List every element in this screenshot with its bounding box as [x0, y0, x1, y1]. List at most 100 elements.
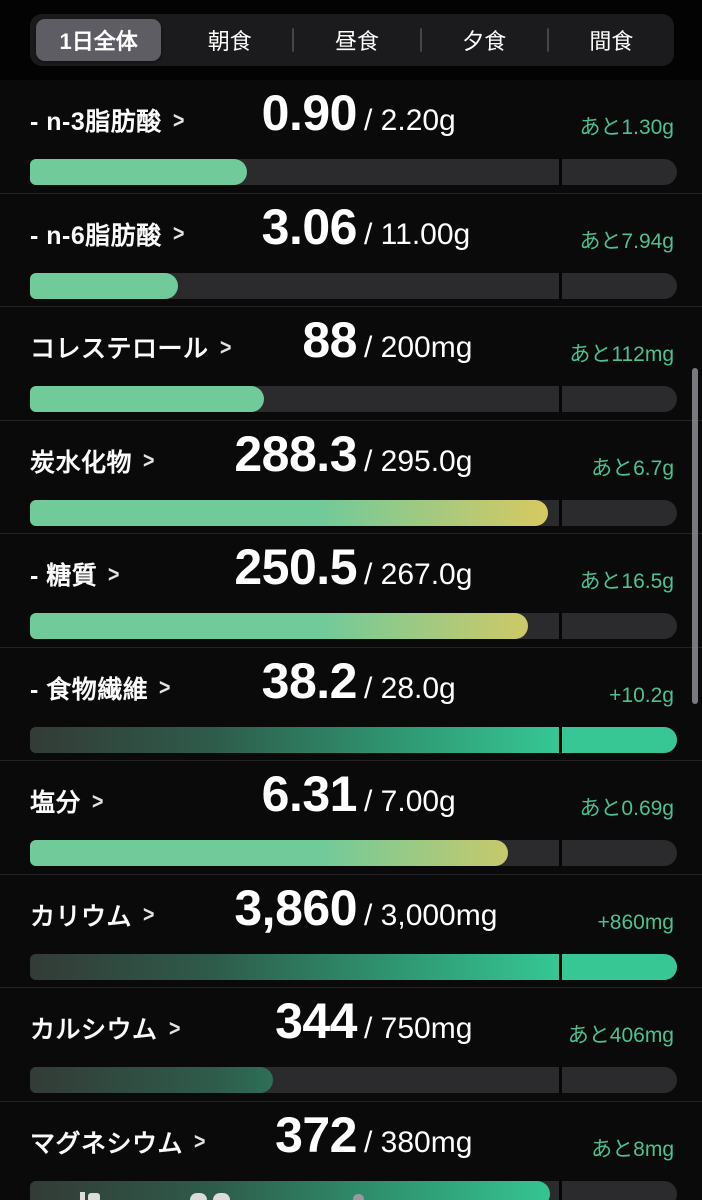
- nutrient-name: カルシウム: [30, 1016, 158, 1044]
- progress-bar: [30, 271, 677, 300]
- remaining-amount: あと7.94g: [579, 229, 674, 253]
- progress-fill: [30, 1180, 550, 1200]
- chevron-right-icon: >: [194, 1128, 206, 1154]
- nutrient-row[interactable]: コレステロール > 88 / 200mg あと112mg: [0, 307, 702, 421]
- goal-marker: [558, 498, 562, 527]
- clipped-text-fragment: [80, 1192, 85, 1200]
- chevron-right-icon: >: [143, 447, 155, 473]
- goal-marker: [558, 1179, 562, 1200]
- target-amount: / 2.20g: [364, 104, 456, 137]
- nutrient-label-button[interactable]: - n-6脂肪酸 >: [30, 216, 185, 252]
- goal-marker: [558, 271, 562, 300]
- target-amount: / 295.0g: [364, 444, 473, 478]
- nutrient-label-button[interactable]: 塩分 >: [30, 783, 104, 819]
- goal-marker: [558, 725, 562, 754]
- progress-bar: [30, 952, 677, 981]
- current-amount: 38.2: [261, 652, 358, 709]
- meal-tab-3[interactable]: 夕食: [462, 29, 507, 54]
- nutrient-row[interactable]: - n-6脂肪酸 > 3.06 / 11.00g あと7.94g: [0, 193, 702, 307]
- remaining-amount: あと0.69g: [579, 797, 674, 820]
- remaining-amount: +10.2g: [609, 683, 674, 707]
- chevron-right-icon: >: [143, 901, 155, 927]
- nutrient-label-button[interactable]: - n-3脂肪酸 >: [30, 102, 185, 138]
- progress-bar: [30, 725, 677, 754]
- progress-bar: [30, 498, 677, 527]
- current-amount: 288.3: [234, 425, 357, 482]
- nutrient-name: カリウム: [30, 902, 133, 931]
- meal-tab-0[interactable]: 1日全体: [36, 19, 162, 61]
- meal-tab-4[interactable]: 間食: [589, 29, 634, 54]
- chevron-right-icon: >: [92, 787, 104, 814]
- nutrient-row[interactable]: - n-3脂肪酸 > 0.90 / 2.20g あと1.30g: [0, 80, 702, 194]
- nutrient-row[interactable]: カルシウム > 344 / 750mg あと406mg: [0, 988, 702, 1102]
- progress-fill: [30, 499, 549, 526]
- current-amount: 372: [275, 1106, 357, 1163]
- nutrient-label-button[interactable]: カリウム >: [30, 897, 155, 933]
- chevron-right-icon: >: [159, 674, 171, 700]
- remaining-amount: あと16.5g: [579, 570, 674, 593]
- clipped-text-fragment: [213, 1193, 230, 1200]
- nutrient-label-button[interactable]: 炭水化物 >: [30, 443, 155, 479]
- remaining-amount: あと1.30g: [579, 116, 674, 139]
- remaining-amount: +860mg: [597, 910, 674, 934]
- nutrient-row[interactable]: 炭水化物 > 288.3 / 295.0g あと6.7g: [0, 420, 702, 534]
- nutrient-label-button[interactable]: カルシウム >: [30, 1010, 181, 1046]
- progress-fill: [30, 272, 178, 299]
- nutrient-name: コレステロール: [30, 335, 209, 363]
- nutrient-name: - 糖質: [30, 562, 98, 590]
- chevron-right-icon: >: [172, 106, 185, 133]
- chevron-right-icon: >: [219, 333, 231, 360]
- target-amount: / 3,000mg: [364, 898, 498, 932]
- target-amount: / 200mg: [364, 331, 473, 364]
- nutrient-row[interactable]: - 糖質 > 250.5 / 267.0g あと16.5g: [0, 534, 702, 648]
- nutrient-name: マグネシウム: [30, 1129, 184, 1158]
- progress-fill: [30, 726, 677, 753]
- nutrient-row[interactable]: カリウム > 3,860 / 3,000mg +860mg: [0, 874, 702, 988]
- nutrient-name: - n-3脂肪酸: [30, 108, 162, 136]
- remaining-amount: あと6.7g: [591, 456, 674, 480]
- progress-bar: [30, 385, 677, 413]
- segment-divider: [419, 28, 422, 52]
- current-amount: 3.06: [261, 198, 358, 255]
- progress-fill: [30, 613, 528, 639]
- target-amount: / 380mg: [364, 1125, 473, 1159]
- goal-marker: [558, 612, 562, 640]
- nutrient-label-button[interactable]: - 糖質 >: [30, 556, 121, 592]
- nutrient-row[interactable]: マグネシウム > 372 / 380mg あと8mg: [0, 1101, 702, 1200]
- nutrient-name: - 食物繊維: [30, 675, 149, 704]
- meal-tab-2[interactable]: 昼食: [335, 29, 380, 54]
- segment-divider: [546, 28, 549, 52]
- chevron-right-icon: >: [172, 220, 185, 246]
- remaining-amount: あと112mg: [569, 343, 674, 366]
- nutrient-label-button[interactable]: - 食物繊維 >: [30, 670, 172, 706]
- chevron-right-icon: >: [108, 560, 120, 587]
- remaining-amount: あと406mg: [567, 1024, 674, 1047]
- remaining-amount: あと8mg: [591, 1137, 674, 1161]
- segment-divider: [292, 28, 295, 52]
- target-amount: / 7.00g: [364, 785, 456, 818]
- chevron-right-icon: >: [168, 1014, 180, 1041]
- current-amount: 0.90: [261, 85, 358, 141]
- progress-bar: [30, 1066, 677, 1094]
- nutrient-label-button[interactable]: マグネシウム >: [30, 1124, 206, 1160]
- progress-bar: [30, 612, 677, 640]
- nutrient-list: - n-3脂肪酸 > 0.90 / 2.20g あと1.30g - n-6脂肪酸…: [0, 80, 702, 1200]
- progress-fill: [30, 386, 264, 412]
- nutrient-row[interactable]: 塩分 > 6.31 / 7.00g あと0.69g: [0, 761, 702, 875]
- clipped-text-fragment: [190, 1193, 207, 1200]
- target-amount: / 28.0g: [364, 671, 456, 705]
- progress-bar: [30, 158, 677, 186]
- nutrient-row[interactable]: - 食物繊維 > 38.2 / 28.0g +10.2g: [0, 647, 702, 761]
- current-amount: 344: [275, 993, 357, 1049]
- current-amount: 250.5: [234, 539, 357, 595]
- target-amount: / 267.0g: [364, 558, 473, 591]
- scrollbar-thumb[interactable]: [692, 368, 698, 704]
- clipped-text-fragment: [353, 1194, 364, 1200]
- goal-marker: [558, 158, 562, 186]
- meal-tab-1[interactable]: 朝食: [207, 29, 252, 54]
- goal-marker: [558, 839, 562, 867]
- meal-tab-bar: 1日全体 朝食 昼食 夕食 間食: [0, 0, 702, 81]
- nutrient-label-button[interactable]: コレステロール >: [30, 329, 232, 365]
- nutrient-name: 塩分: [30, 789, 82, 817]
